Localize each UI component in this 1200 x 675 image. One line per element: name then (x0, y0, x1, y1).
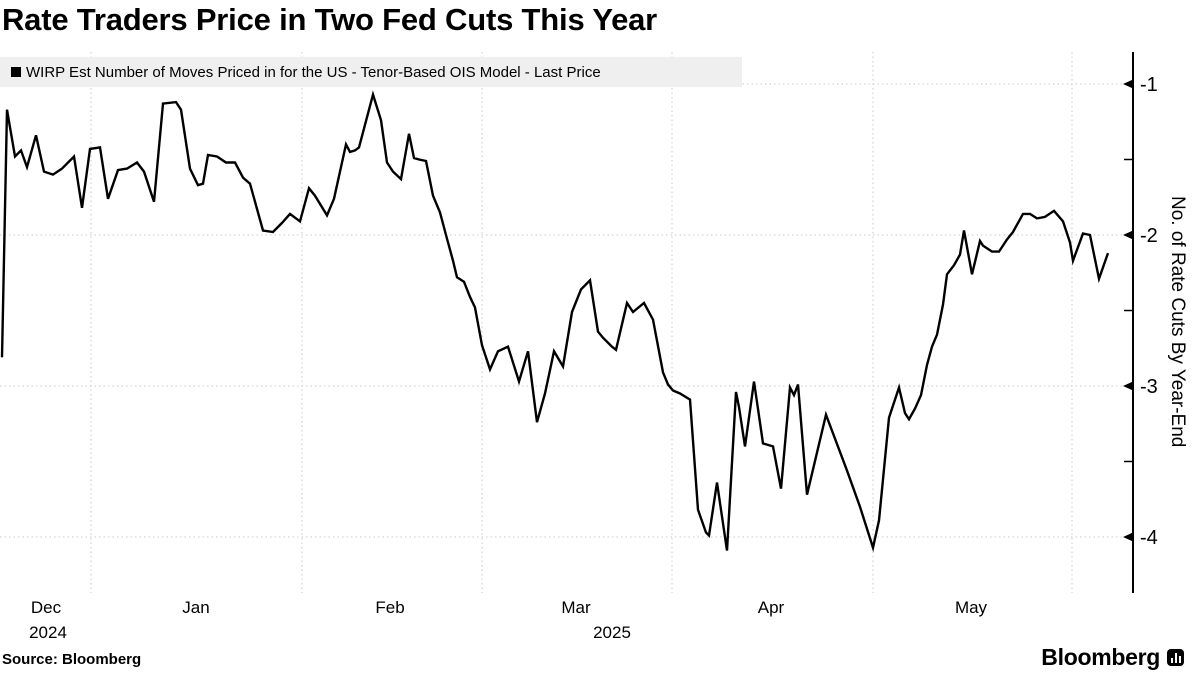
y-axis-title: No. of Rate Cuts By Year-End (1167, 196, 1188, 448)
bloomberg-terminal-icon (1167, 649, 1184, 666)
price-line (0, 90, 1110, 553)
y-tick-label: -3 (1140, 376, 1158, 398)
legend-label: WIRP Est Number of Moves Priced in for t… (26, 63, 601, 81)
y-tick-arrow-icon (1123, 79, 1133, 89)
chart-legend: WIRP Est Number of Moves Priced in for t… (0, 57, 742, 87)
y-tick-label: -2 (1140, 225, 1158, 247)
legend-swatch-icon (11, 67, 21, 77)
x-tick-label: Feb (375, 598, 405, 617)
x-tick-year-label: 2024 (29, 623, 67, 642)
y-tick-label: -1 (1140, 74, 1158, 96)
y-tick-arrow-icon (1123, 381, 1133, 391)
y-tick-arrow-icon (1123, 230, 1133, 240)
x-tick-label: May (954, 598, 988, 617)
y-tick-arrow-icon (1123, 532, 1133, 542)
bloomberg-wordmark: Bloomberg (1041, 644, 1160, 670)
x-tick-label: Dec (30, 598, 62, 617)
y-tick-label: -4 (1140, 527, 1158, 549)
x-tick-label: Mar (561, 598, 591, 617)
chart-title: Rate Traders Price in Two Fed Cuts This … (2, 2, 658, 37)
x-tick-label: Apr (757, 598, 785, 617)
x-tick-label: Jan (182, 598, 210, 617)
source-attribution: Source: Bloomberg (2, 651, 142, 668)
x-tick-year-label: 2025 (593, 623, 631, 642)
bloomberg-logo: Bloomberg (1041, 644, 1184, 671)
x-axis-labels: Dec 2024 Jan Feb Mar 2025 Apr May (0, 598, 1200, 648)
